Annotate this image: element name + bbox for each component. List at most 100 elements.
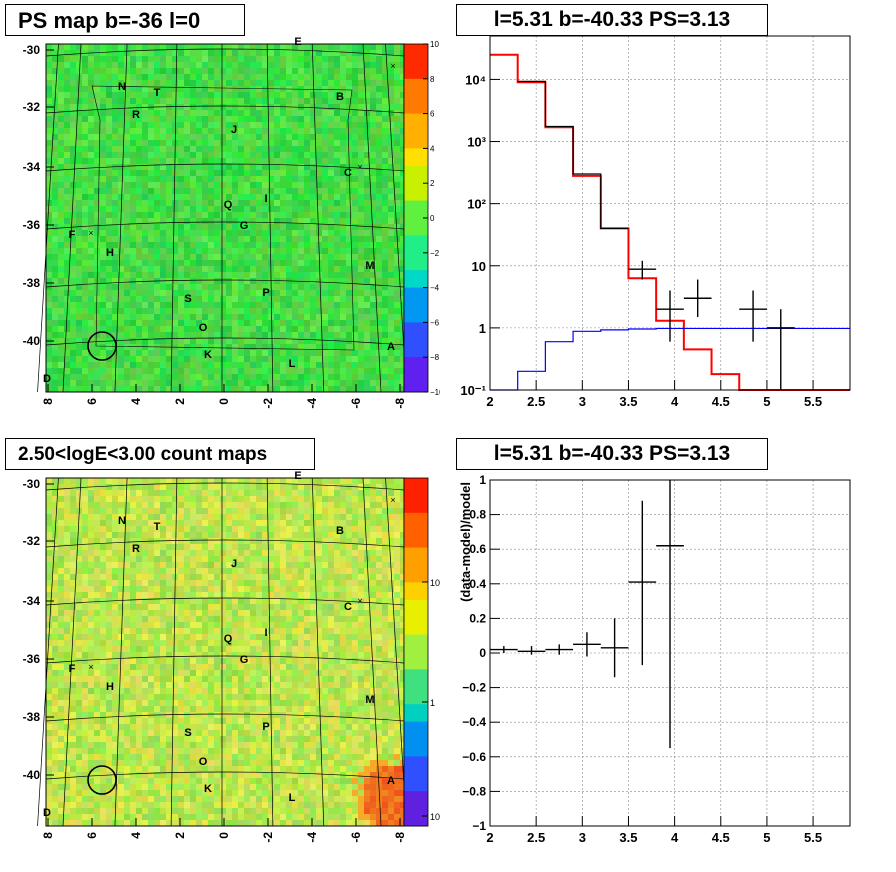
residual-point — [490, 646, 518, 653]
residual-ylabel: (data-model)/model — [458, 482, 473, 602]
x-tick-label: 5 — [763, 830, 770, 845]
map-pixels — [46, 478, 406, 826]
data-point — [656, 290, 684, 342]
source-label-H: H — [106, 247, 114, 259]
source-label-H: H — [106, 681, 114, 693]
source-label-L: L — [289, 358, 296, 370]
x-tick-label: 2 — [486, 394, 493, 409]
x-tick-label: 6 — [85, 398, 99, 405]
x-tick-label: -6 — [349, 832, 363, 843]
colorbar — [404, 44, 428, 393]
y-tick-label: -34 — [23, 594, 41, 608]
source-label-A: A — [387, 775, 395, 787]
colorbar-tick-label: −4 — [430, 284, 440, 293]
source-label-J: J — [231, 558, 237, 570]
colorbar-tick-label: −2 — [430, 249, 440, 258]
y-tick-label: -40 — [23, 768, 41, 782]
x-tick-label: 3.5 — [619, 830, 637, 845]
y-tick-label: 0.6 — [469, 542, 486, 556]
y-tick-label: -34 — [23, 160, 41, 174]
source-label-B: B — [336, 525, 344, 537]
source-label-N: N — [118, 81, 126, 93]
source-circle — [87, 331, 117, 361]
ps-map-title: PS map b=-36 l=0 — [5, 4, 245, 36]
source-label-I: I — [264, 627, 267, 639]
residual-title: l=5.31 b=-40.33 PS=3.13 — [456, 438, 768, 470]
x-tick-label: 0 — [217, 398, 231, 405]
y-tick-label: 10⁴ — [465, 72, 486, 87]
data-point — [683, 279, 712, 317]
data-point — [766, 309, 795, 390]
source-label-S: S — [184, 727, 191, 739]
source-label-B: B — [336, 91, 344, 103]
source-label-L: L — [289, 792, 296, 804]
colorbar-tick-label: 10 — [430, 812, 440, 822]
source-label-R: R — [132, 109, 140, 121]
y-tick-label: -38 — [23, 710, 41, 724]
y-tick-label: 10² — [467, 197, 486, 212]
y-tick-label: 10 — [472, 259, 486, 274]
source-label-E: E — [294, 36, 301, 48]
source-label-M: M — [365, 694, 374, 706]
source-label-K: K — [204, 349, 212, 361]
map-grid — [37, 477, 407, 827]
source-label-N: N — [118, 515, 126, 527]
source-label-A: A — [387, 341, 395, 353]
x-tick-label: 3 — [579, 830, 586, 845]
source-label-T: T — [154, 87, 161, 99]
colorbar-tick-label: 1 — [430, 698, 435, 708]
y-tick-label: -30 — [23, 477, 41, 491]
source-label-G: G — [240, 220, 249, 232]
y-tick-label: -32 — [23, 100, 41, 114]
x-tick-label: 8 — [41, 398, 55, 405]
source-label-C: C — [344, 601, 352, 613]
source-label-J: J — [231, 124, 237, 136]
source-label-S: S — [184, 293, 191, 305]
colorbar-tick-label: 4 — [430, 144, 435, 153]
colorbar-tick-label: −8 — [430, 353, 440, 362]
x-tick-label: -8 — [393, 832, 407, 843]
source-label-C: C — [344, 167, 352, 179]
x-tick-label: 3.5 — [619, 394, 637, 409]
residual-point — [656, 480, 684, 749]
y-tick-label: 0.4 — [469, 577, 486, 591]
source-label-K: K — [204, 783, 212, 795]
colorbar-tick-label: 10 — [430, 40, 439, 49]
colorbar-tick-label: 0 — [430, 214, 435, 223]
y-tick-label: 1 — [479, 473, 486, 487]
x-tick-label: 4 — [129, 398, 143, 405]
y-tick-label: −0.2 — [462, 681, 486, 695]
x-tick-label: 5.5 — [804, 394, 822, 409]
y-tick-label: 1 — [479, 321, 486, 336]
source-label-F: F — [69, 663, 76, 675]
residual-panel: 2 2.5 3 3.5 4 4.5 5 5.5 −1 −0.8 −0.6 −0.4 −0.2 0 0.2 0.… — [458, 473, 851, 845]
source-label-O: O — [199, 756, 208, 768]
residual-point — [628, 500, 657, 666]
colorbar-frame — [403, 477, 429, 827]
colorbar-tick-label: 10 — [430, 578, 440, 588]
y-tick-label: 0.2 — [469, 611, 486, 625]
source-label-Q: Q — [224, 199, 233, 211]
source-model-line — [490, 327, 850, 391]
x-tick-label: 8 — [41, 832, 55, 839]
residual-point — [517, 646, 546, 655]
x-tick-label: 4.5 — [712, 830, 730, 845]
y-tick-label: -40 — [23, 334, 41, 348]
data-point — [739, 290, 767, 342]
colorbar-tick-label: 2 — [430, 179, 435, 188]
y-tick-label: −0.8 — [462, 784, 486, 798]
x-tick-label: 4 — [671, 830, 679, 845]
spectrum-panel: 2 2.5 3 3.5 4 4.5 5 5.5 10⁻¹ 1 10 10² 10³ 10⁴ — [460, 35, 851, 409]
x-tick-label: -2 — [261, 832, 275, 843]
x-tick-label: 2 — [486, 830, 493, 845]
source-label-G: G — [240, 654, 249, 666]
source-label-D: D — [43, 807, 51, 819]
x-tick-label: 2 — [173, 398, 187, 405]
y-tick-label: 0.8 — [469, 508, 486, 522]
cross-marker: × — [390, 61, 395, 71]
map-pixels — [46, 44, 406, 392]
x-tick-label: -6 — [349, 398, 363, 409]
source-circle — [87, 765, 117, 795]
cross-marker: × — [390, 495, 395, 505]
count-map-title: 2.50<logE<3.00 count maps — [5, 438, 315, 470]
